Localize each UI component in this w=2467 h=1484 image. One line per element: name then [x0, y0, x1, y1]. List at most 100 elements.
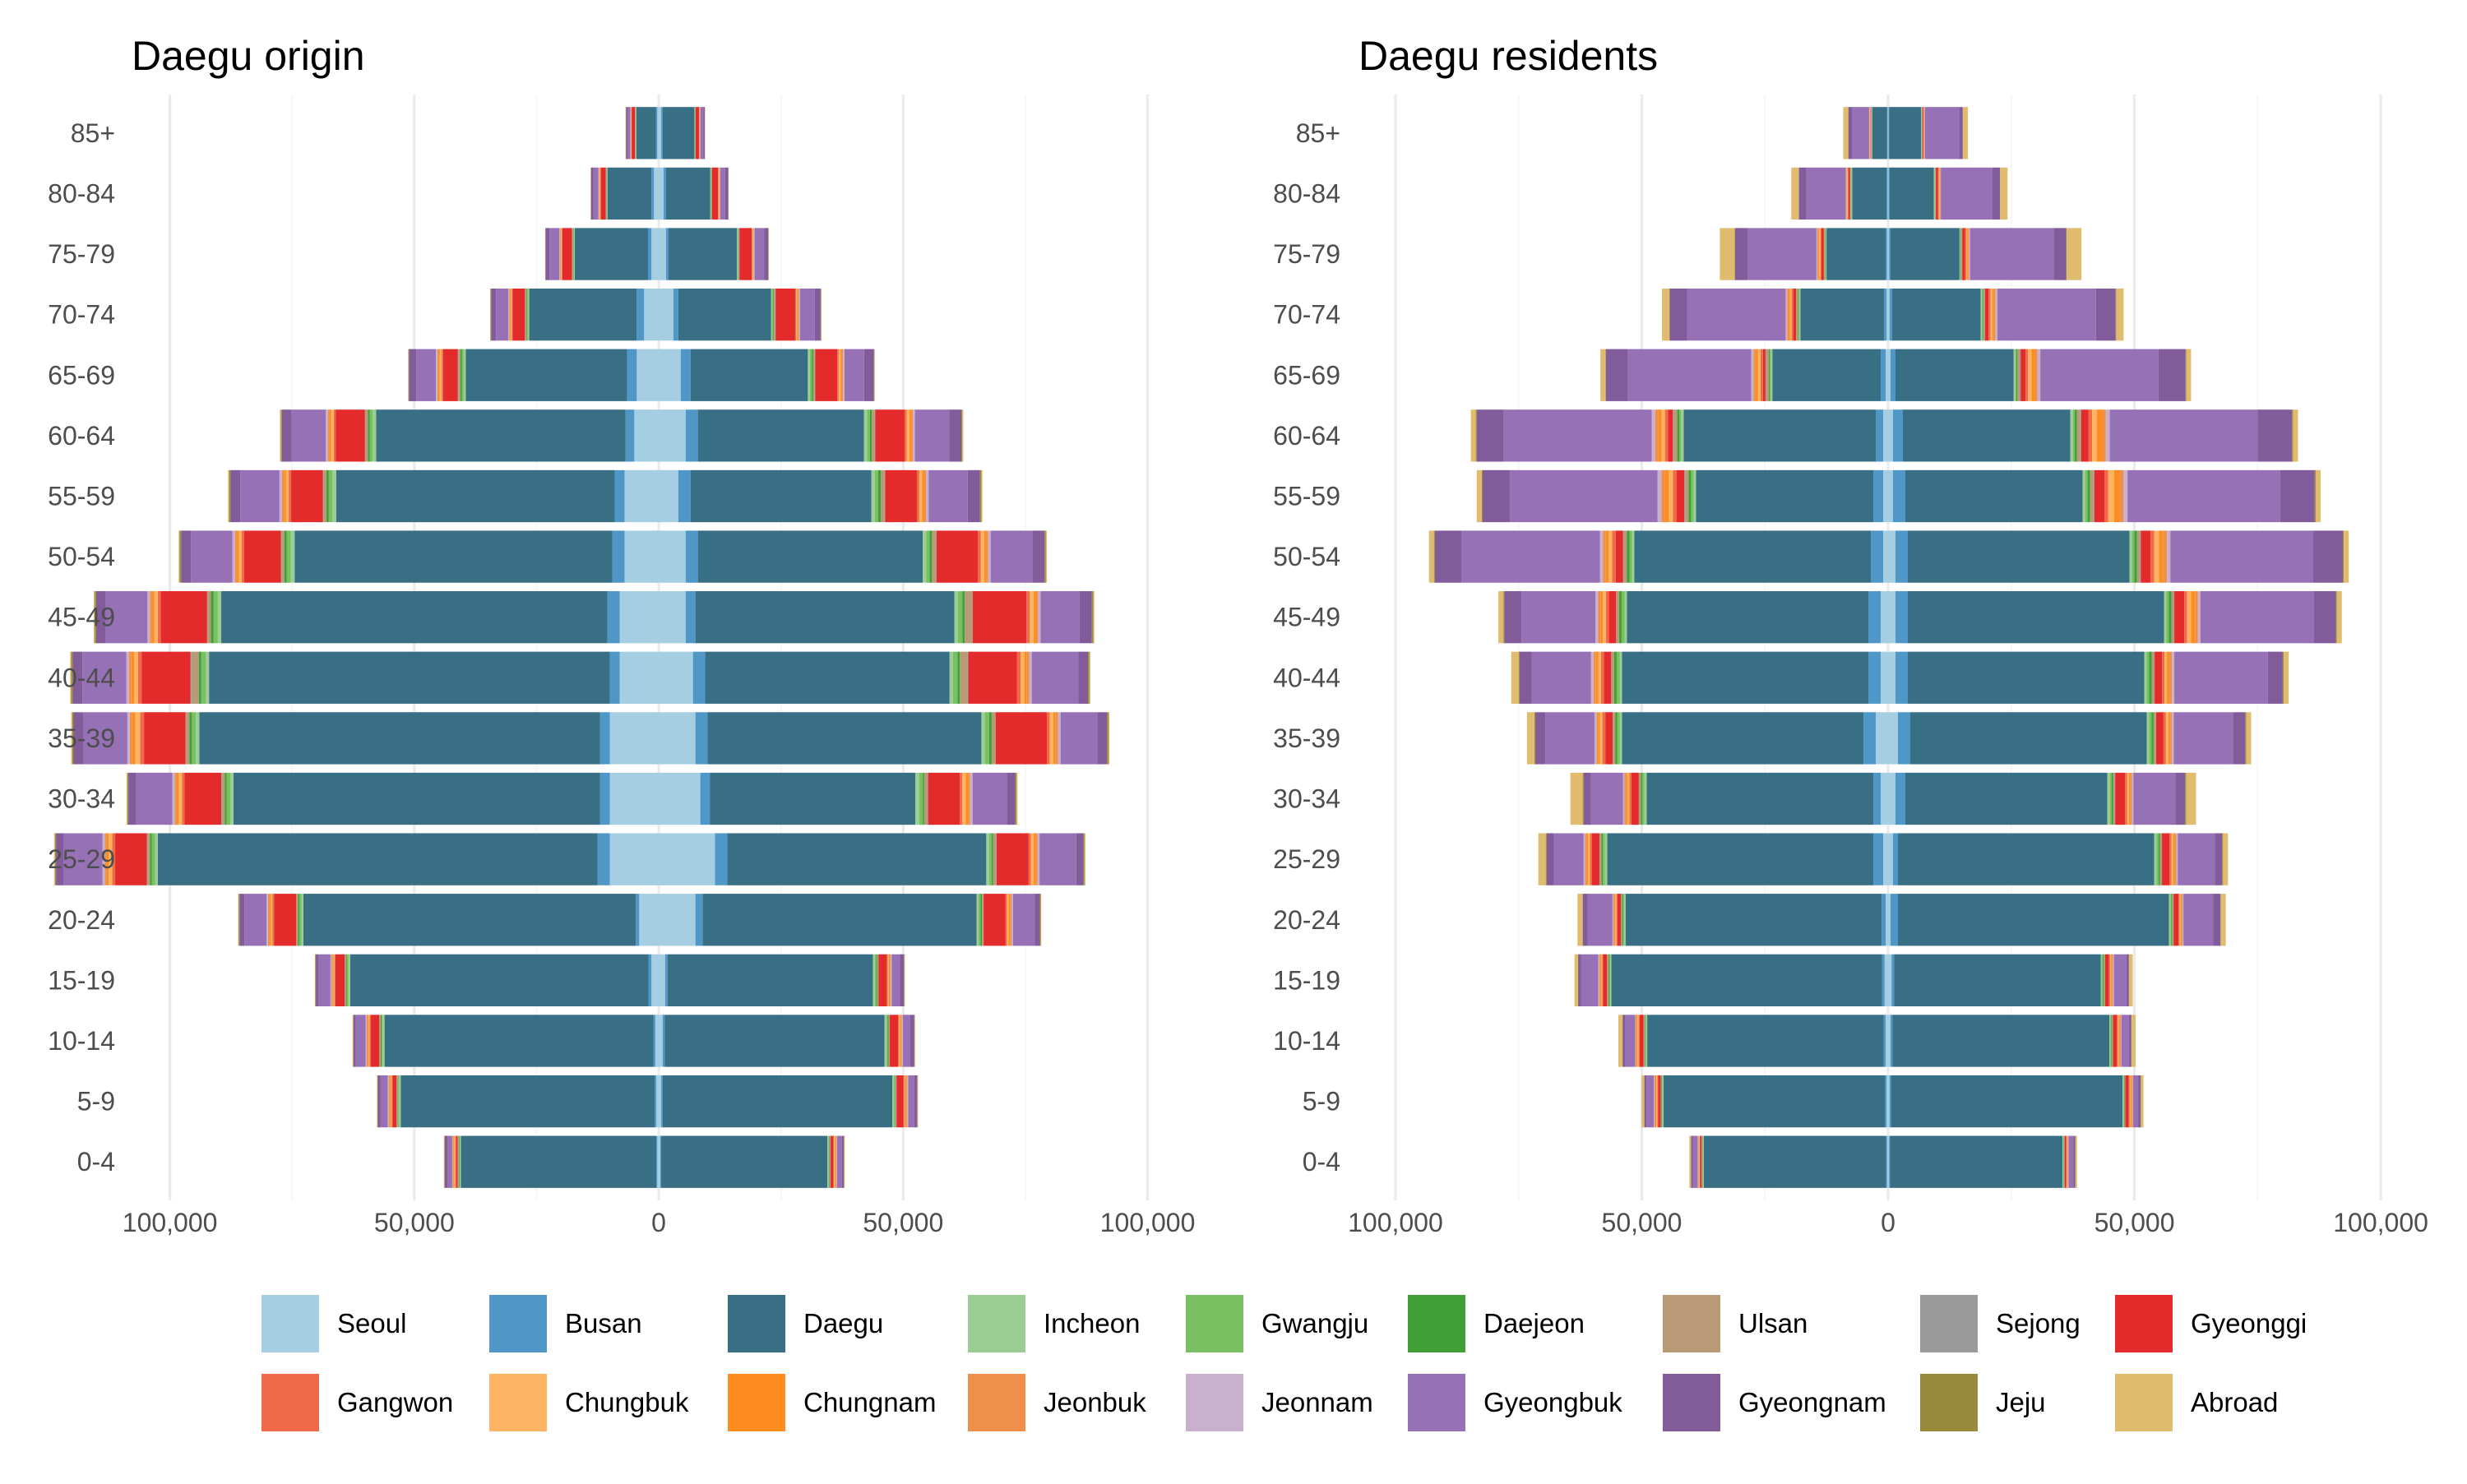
- bar-seoul-right-10-14: [659, 1015, 663, 1066]
- bar-jeonnam-left-75-79: [559, 228, 560, 280]
- bar-busan-left-65-69: [627, 349, 636, 401]
- bar-daegu-right-50-54: [698, 530, 923, 582]
- bar-jeonbuk-left-20-24: [1613, 894, 1614, 945]
- bar-jeju-left-0-4: [1691, 1136, 1692, 1188]
- bar-jeonnam-left-15-19: [1598, 955, 1599, 1006]
- bar-ulsan-right-20-24: [982, 894, 984, 945]
- bar-jeju-right-25-29: [1084, 833, 1085, 885]
- bar-chungnam-right-55-59: [923, 470, 924, 522]
- bar-incheon-left-65-69: [1770, 349, 1772, 401]
- bar-gyeongnam-left-60-64: [1477, 409, 1504, 461]
- bar-jeonnam-right-70-74: [799, 289, 800, 340]
- bar-gangwon-left-5-9: [1657, 1075, 1658, 1127]
- bar-abroad-right-25-29: [2223, 833, 2228, 885]
- bar-gyeongbuk-left-60-64: [1504, 409, 1652, 461]
- bar-gyeongnam-left-25-29: [1547, 833, 1554, 885]
- bar-daegu-right-40-44: [706, 652, 950, 704]
- bar-chungnam-right-50-54: [984, 530, 986, 582]
- y-tick-label: 5-9: [77, 1087, 115, 1116]
- bar-incheon-left-55-59: [332, 470, 336, 522]
- bar-gangwon-right-45-49: [1026, 591, 1030, 643]
- bar-chungnam-right-45-49: [2191, 591, 2195, 643]
- bar-seoul-left-75-79: [651, 228, 659, 280]
- bar-ulsan-left-35-39: [186, 712, 189, 764]
- bar-daejeon-right-5-9: [895, 1075, 896, 1127]
- bar-busan-right-85: [661, 107, 663, 159]
- bar-chungnam-right-75-79: [1967, 228, 1968, 280]
- y-tick-label: 0-4: [1303, 1147, 1340, 1177]
- bar-gyeongnam-right-35-39: [1097, 712, 1107, 764]
- bar-gangwon-right-70-74: [1988, 289, 1990, 340]
- bar-sejong-left-35-39: [186, 712, 187, 764]
- bar-jeonnam-left-65-69: [1751, 349, 1753, 401]
- legend-item-sejong: Sejong: [1920, 1295, 2081, 1352]
- bar-daegu-left-10-14: [1647, 1015, 1884, 1066]
- bar-jeju-right-45-49: [2336, 591, 2337, 643]
- bar-gangwon-left-25-29: [1590, 833, 1592, 885]
- legend-item-incheon: Incheon: [968, 1295, 1140, 1352]
- bar-gyeongbuk-left-5-9: [1646, 1075, 1654, 1127]
- bar-gyeonggi-right-5-9: [896, 1075, 903, 1127]
- bar-jeonbuk-left-35-39: [1596, 712, 1598, 764]
- bar-seoul-left-85: [657, 107, 659, 159]
- bar-sejong-left-60-64: [365, 409, 366, 461]
- bar-chungnam-left-75-79: [1818, 228, 1819, 280]
- bar-busan-right-75-79: [666, 228, 669, 280]
- bar-chungbuk-left-30-34: [1627, 773, 1629, 825]
- bar-daejeon-left-75-79: [1825, 228, 1826, 280]
- bar-jeonbuk-left-15-19: [331, 955, 332, 1006]
- bar-abroad-right-75-79: [2067, 228, 2081, 280]
- bar-ulsan-left-40-44: [192, 652, 199, 704]
- bar-gangwon-left-50-54: [242, 530, 244, 582]
- bar-chungnam-left-50-54: [1606, 530, 1609, 582]
- bar-incheon-left-60-64: [1681, 409, 1683, 461]
- bar-gwangju-left-70-74: [527, 289, 528, 340]
- bar-chungbuk-right-50-54: [981, 530, 984, 582]
- bar-gangwon-left-70-74: [511, 289, 512, 340]
- bar-seoul-left-15-19: [1885, 955, 1888, 1006]
- bar-busan-right-75-79: [1889, 228, 1891, 280]
- bar-chungbuk-left-20-24: [1615, 894, 1616, 945]
- bar-gyeonggi-right-80-84: [1936, 168, 1937, 220]
- bar-busan-left-25-29: [598, 833, 610, 885]
- bar-seoul-right-0-4: [659, 1136, 660, 1188]
- bar-daegu-right-50-54: [1908, 530, 2130, 582]
- bar-seoul-left-5-9: [656, 1075, 659, 1127]
- bar-busan-left-5-9: [1885, 1075, 1886, 1127]
- bar-sejong-left-30-34: [1639, 773, 1640, 825]
- bar-ulsan-right-35-39: [2154, 712, 2155, 764]
- bar-gyeongnam-left-85: [626, 107, 627, 159]
- bar-seoul-right-70-74: [1888, 289, 1890, 340]
- bar-chungbuk-left-10-14: [1637, 1015, 1638, 1066]
- bar-daegu-left-60-64: [1683, 409, 1876, 461]
- bar-gangwon-left-60-64: [334, 409, 336, 461]
- bar-gyeonggi-left-70-74: [1794, 289, 1796, 340]
- bar-seoul-left-65-69: [1886, 349, 1888, 401]
- bar-jeonnam-left-50-54: [1600, 530, 1604, 582]
- legend-item-jeju: Jeju: [1920, 1374, 2046, 1431]
- bar-jeju-left-30-34: [127, 773, 128, 825]
- bar-incheon-left-25-29: [1605, 833, 1608, 885]
- bar-gangwon-right-30-34: [2125, 773, 2127, 825]
- legend-label: Gyeonggi: [2191, 1308, 2307, 1338]
- bar-gangwon-left-35-39: [1603, 712, 1606, 764]
- bar-seoul-right-40-44: [1888, 652, 1895, 704]
- bar-sejong-left-65-69: [458, 349, 459, 401]
- bar-daegu-right-80-84: [666, 168, 710, 220]
- bar-seoul-right-65-69: [1888, 349, 1891, 401]
- bar-chungnam-left-20-24: [1614, 894, 1615, 945]
- bar-jeonnam-left-40-44: [1591, 652, 1594, 704]
- bar-busan-right-60-64: [686, 409, 698, 461]
- bar-daegu-right-75-79: [1891, 228, 1960, 280]
- bar-daegu-left-30-34: [234, 773, 600, 825]
- bar-chungnam-left-40-44: [1596, 652, 1599, 704]
- bar-chungnam-left-10-14: [1636, 1015, 1637, 1066]
- bar-jeonnam-right-20-24: [1011, 894, 1013, 945]
- bar-jeonnam-right-45-49: [1038, 591, 1040, 643]
- bar-ulsan-right-60-64: [872, 409, 875, 461]
- bar-incheon-left-45-49: [1625, 591, 1627, 643]
- bar-gwangju-left-0-4: [1703, 1136, 1704, 1188]
- bar-gangwon-right-15-19: [886, 955, 887, 1006]
- bar-jeonbuk-left-40-44: [1594, 652, 1596, 704]
- bar-gwangju-left-55-59: [329, 470, 332, 522]
